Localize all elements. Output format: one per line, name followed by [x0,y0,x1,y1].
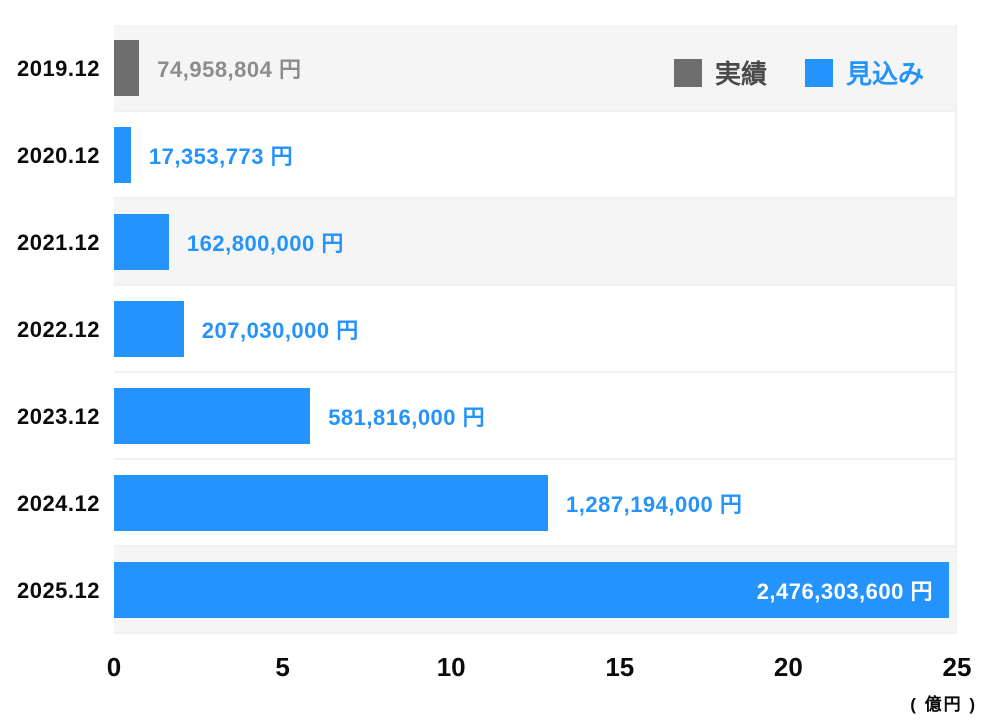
value-bar [114,213,169,270]
x-axis-tick: 5 [275,652,290,682]
row-category-label: 2025.12 [16,577,100,603]
value-bar [114,39,140,96]
row-category-label: 2022.12 [16,316,100,342]
value-bar [114,561,949,618]
chart-row: 2021.12 162,800,000 円 [0,199,1000,286]
value-bar [114,387,311,444]
legend-label-forecast: 見込み [845,59,924,89]
legend: 実績 見込み [673,54,924,91]
row-plot-area: 581,816,000 円 [114,373,957,460]
row-plot-area: 17,353,773 円 [114,112,957,199]
value-label: 17,353,773 円 [148,143,294,169]
row-category-label: 2023.12 [16,403,100,429]
legend-label-actual: 実績 [714,59,767,89]
row-category-label: 2024.12 [16,490,100,516]
value-label: 2,476,303,600 円 [756,578,933,604]
plot-right-boundary-line [955,25,957,634]
x-axis-tick: 10 [436,652,466,682]
value-label: 581,816,000 円 [328,404,486,430]
row-plot-area: 1,287,194,000 円 [114,460,957,547]
chart-rows: 2019.12 74,958,804 円 2020.12 17,353,773 … [0,25,1000,634]
value-bar [114,300,184,357]
value-label: 74,958,804 円 [157,56,302,82]
x-axis-tick: 0 [106,652,122,682]
chart-row: 2024.12 1,287,194,000 円 [0,460,1000,547]
value-label: 207,030,000 円 [201,317,359,343]
chart-row: 2020.12 17,353,773 円 [0,112,1000,199]
legend-swatch-forecast [804,58,833,87]
legend-swatch-actual [673,58,702,87]
value-bar [114,474,549,531]
row-plot-area: 2,476,303,600 円 [114,547,957,634]
x-axis-tick: 15 [605,652,635,682]
x-axis: 0 5 10 15 20 25 [107,652,972,692]
row-category-label: 2019.12 [16,55,100,81]
chart-row: 2025.12 2,476,303,600 円 [0,547,1000,634]
value-label: 1,287,194,000 円 [566,491,743,517]
row-plot-area: 207,030,000 円 [114,286,957,373]
row-plot-area: 162,800,000 円 [114,199,957,286]
row-category-label: 2020.12 [16,142,100,168]
x-axis-tick: 25 [942,652,972,682]
chart-row: 2022.12 207,030,000 円 [0,286,1000,373]
chart-row: 2023.12 581,816,000 円 [0,373,1000,460]
value-label: 162,800,000 円 [186,230,344,256]
row-category-label: 2021.12 [16,229,100,255]
x-axis-tick: 20 [773,652,803,682]
value-bar [114,126,131,183]
x-axis-unit-label: ( 億円 ) [910,695,977,714]
